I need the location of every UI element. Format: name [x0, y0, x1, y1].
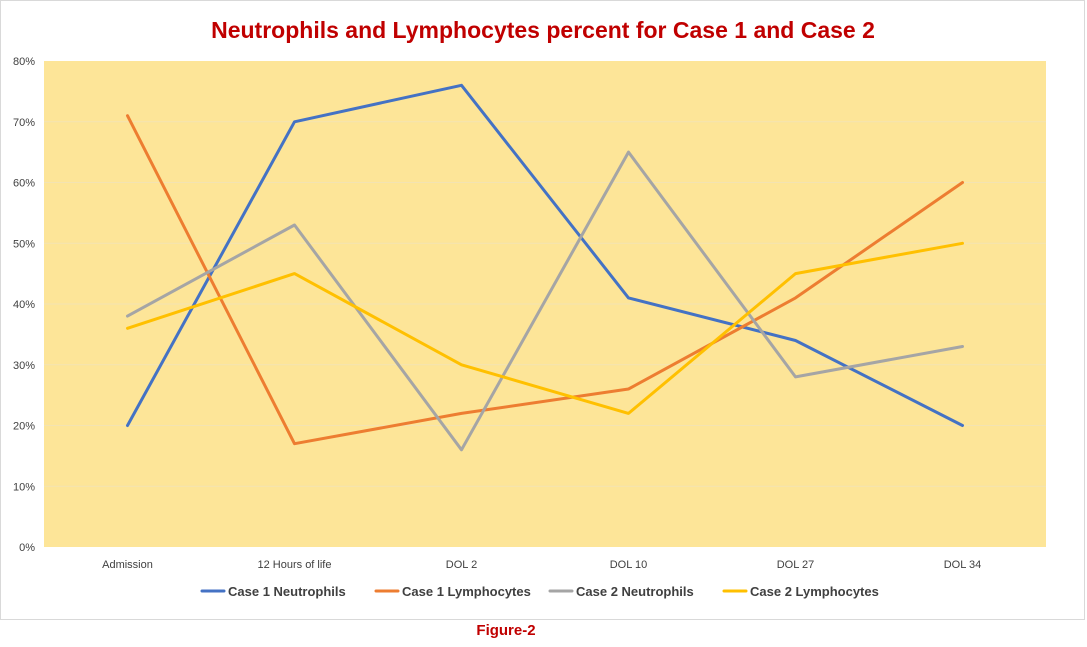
y-tick-label: 20% [13, 421, 35, 433]
y-tick-label: 70% [13, 117, 35, 129]
y-tick-label: 60% [13, 178, 35, 190]
legend: Case 1 Neutrophils Case 1 Lymphocytes Case… [200, 584, 879, 599]
legend-entry: Case 2 Neutrophils [548, 584, 694, 599]
legend-entry: Case 1 Lymphocytes [374, 584, 531, 599]
y-tick-label: 0% [19, 542, 35, 554]
y-tick-label: 40% [13, 299, 35, 311]
x-tick-label: 12 Hours of life [258, 559, 332, 571]
series-line-case-2-lymphocytes [126, 241, 964, 415]
y-tick-label: 50% [13, 238, 35, 250]
series-line-case-2-neutrophils [126, 150, 964, 452]
legend-label: Case 2 Neutrophils [576, 584, 694, 599]
x-tick-label: DOL 27 [777, 559, 815, 571]
series-line-case-1-neutrophils [126, 83, 964, 427]
chart-title: Neutrophils and Lymphocytes percent for … [211, 17, 875, 43]
legend-label: Case 1 Lymphocytes [402, 584, 531, 599]
legend-label: Case 2 Lymphocytes [750, 584, 879, 599]
x-tick-label: DOL 34 [944, 559, 982, 571]
y-tick-label: 80% [13, 56, 35, 68]
legend-entry: Case 1 Neutrophils [200, 584, 346, 599]
figure-caption: Figure-2 [476, 622, 536, 639]
legend-label: Case 1 Neutrophils [228, 584, 346, 599]
y-axis-ticks: 0% 10% 20% 30% 40% 50% 60% 70% 80% [13, 56, 35, 554]
line-chart: Neutrophils and Lymphocytes percent for … [13, 17, 1046, 599]
legend-entry: Case 2 Lymphocytes [722, 584, 879, 599]
x-tick-label: DOL 2 [446, 559, 477, 571]
x-tick-label: DOL 10 [610, 559, 648, 571]
gridlines [44, 121, 1046, 487]
x-axis-ticks: Admission 12 Hours of life DOL 2 DOL 10 DOL … [102, 559, 981, 571]
series-line-case-1-lymphocytes [126, 114, 964, 446]
y-tick-label: 30% [13, 360, 35, 372]
y-tick-label: 10% [13, 481, 35, 493]
x-tick-label: Admission [102, 559, 153, 571]
series-lines [126, 83, 964, 452]
